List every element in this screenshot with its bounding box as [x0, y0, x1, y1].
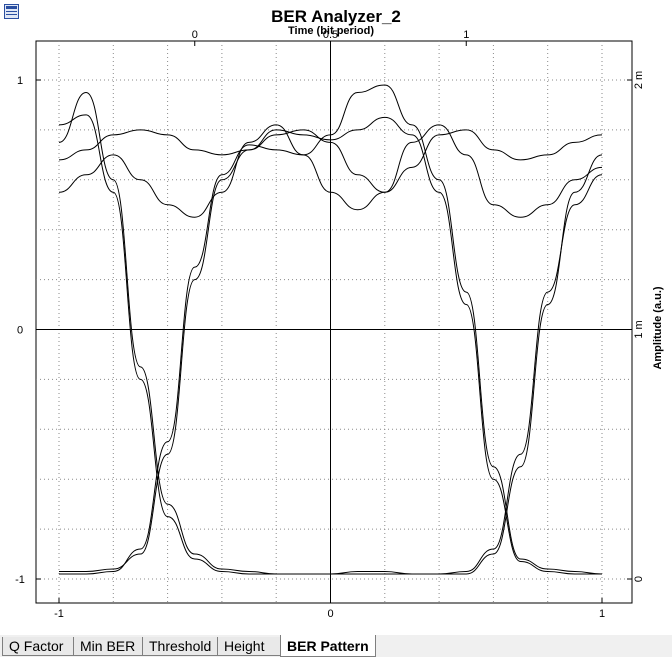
- x2-tick-label: 0.5: [323, 29, 338, 41]
- tab-threshold[interactable]: Threshold: [142, 637, 218, 656]
- eye-trace: [58, 124, 603, 218]
- y-tick-label: 0: [17, 325, 23, 337]
- y2-tick-label: 2 m: [633, 71, 645, 89]
- plot-frame: [35, 40, 633, 604]
- tab-ber-pattern[interactable]: BER Pattern: [280, 635, 376, 657]
- y-tick-label: 1: [17, 75, 23, 87]
- x2-tick-label: 0: [192, 29, 198, 41]
- tab-height[interactable]: Height: [217, 637, 281, 656]
- tab-strip: Q Factor Min BER Threshold Height BER Patter…: [0, 635, 672, 657]
- y-tick-label: -1: [15, 574, 25, 586]
- x-tick-label: 1: [599, 608, 605, 620]
- y2-tick-label: 0: [633, 576, 645, 582]
- x-tick-label: 0: [327, 608, 333, 620]
- x-tick-label: -1: [54, 608, 64, 620]
- eye-trace: [59, 84, 603, 575]
- y2-tick-label: 1 m: [633, 320, 645, 338]
- eye-diagram-chart: -1 0 1 0 0.5 1 -1 0 1 0 1 m 2 m: [15, 29, 645, 620]
- eye-trace: [58, 91, 603, 575]
- tab-min-ber[interactable]: Min BER: [73, 637, 143, 656]
- tab-q-factor[interactable]: Q Factor: [2, 637, 74, 656]
- window-title: BER Analyzer_2: [271, 7, 401, 26]
- window-app-icon: [4, 4, 19, 19]
- eye-trace: [58, 129, 603, 193]
- eye-trace: [58, 116, 602, 575]
- x2-axis-title: Time (bit period): [288, 25, 374, 37]
- x2-tick-label: 1: [463, 29, 469, 41]
